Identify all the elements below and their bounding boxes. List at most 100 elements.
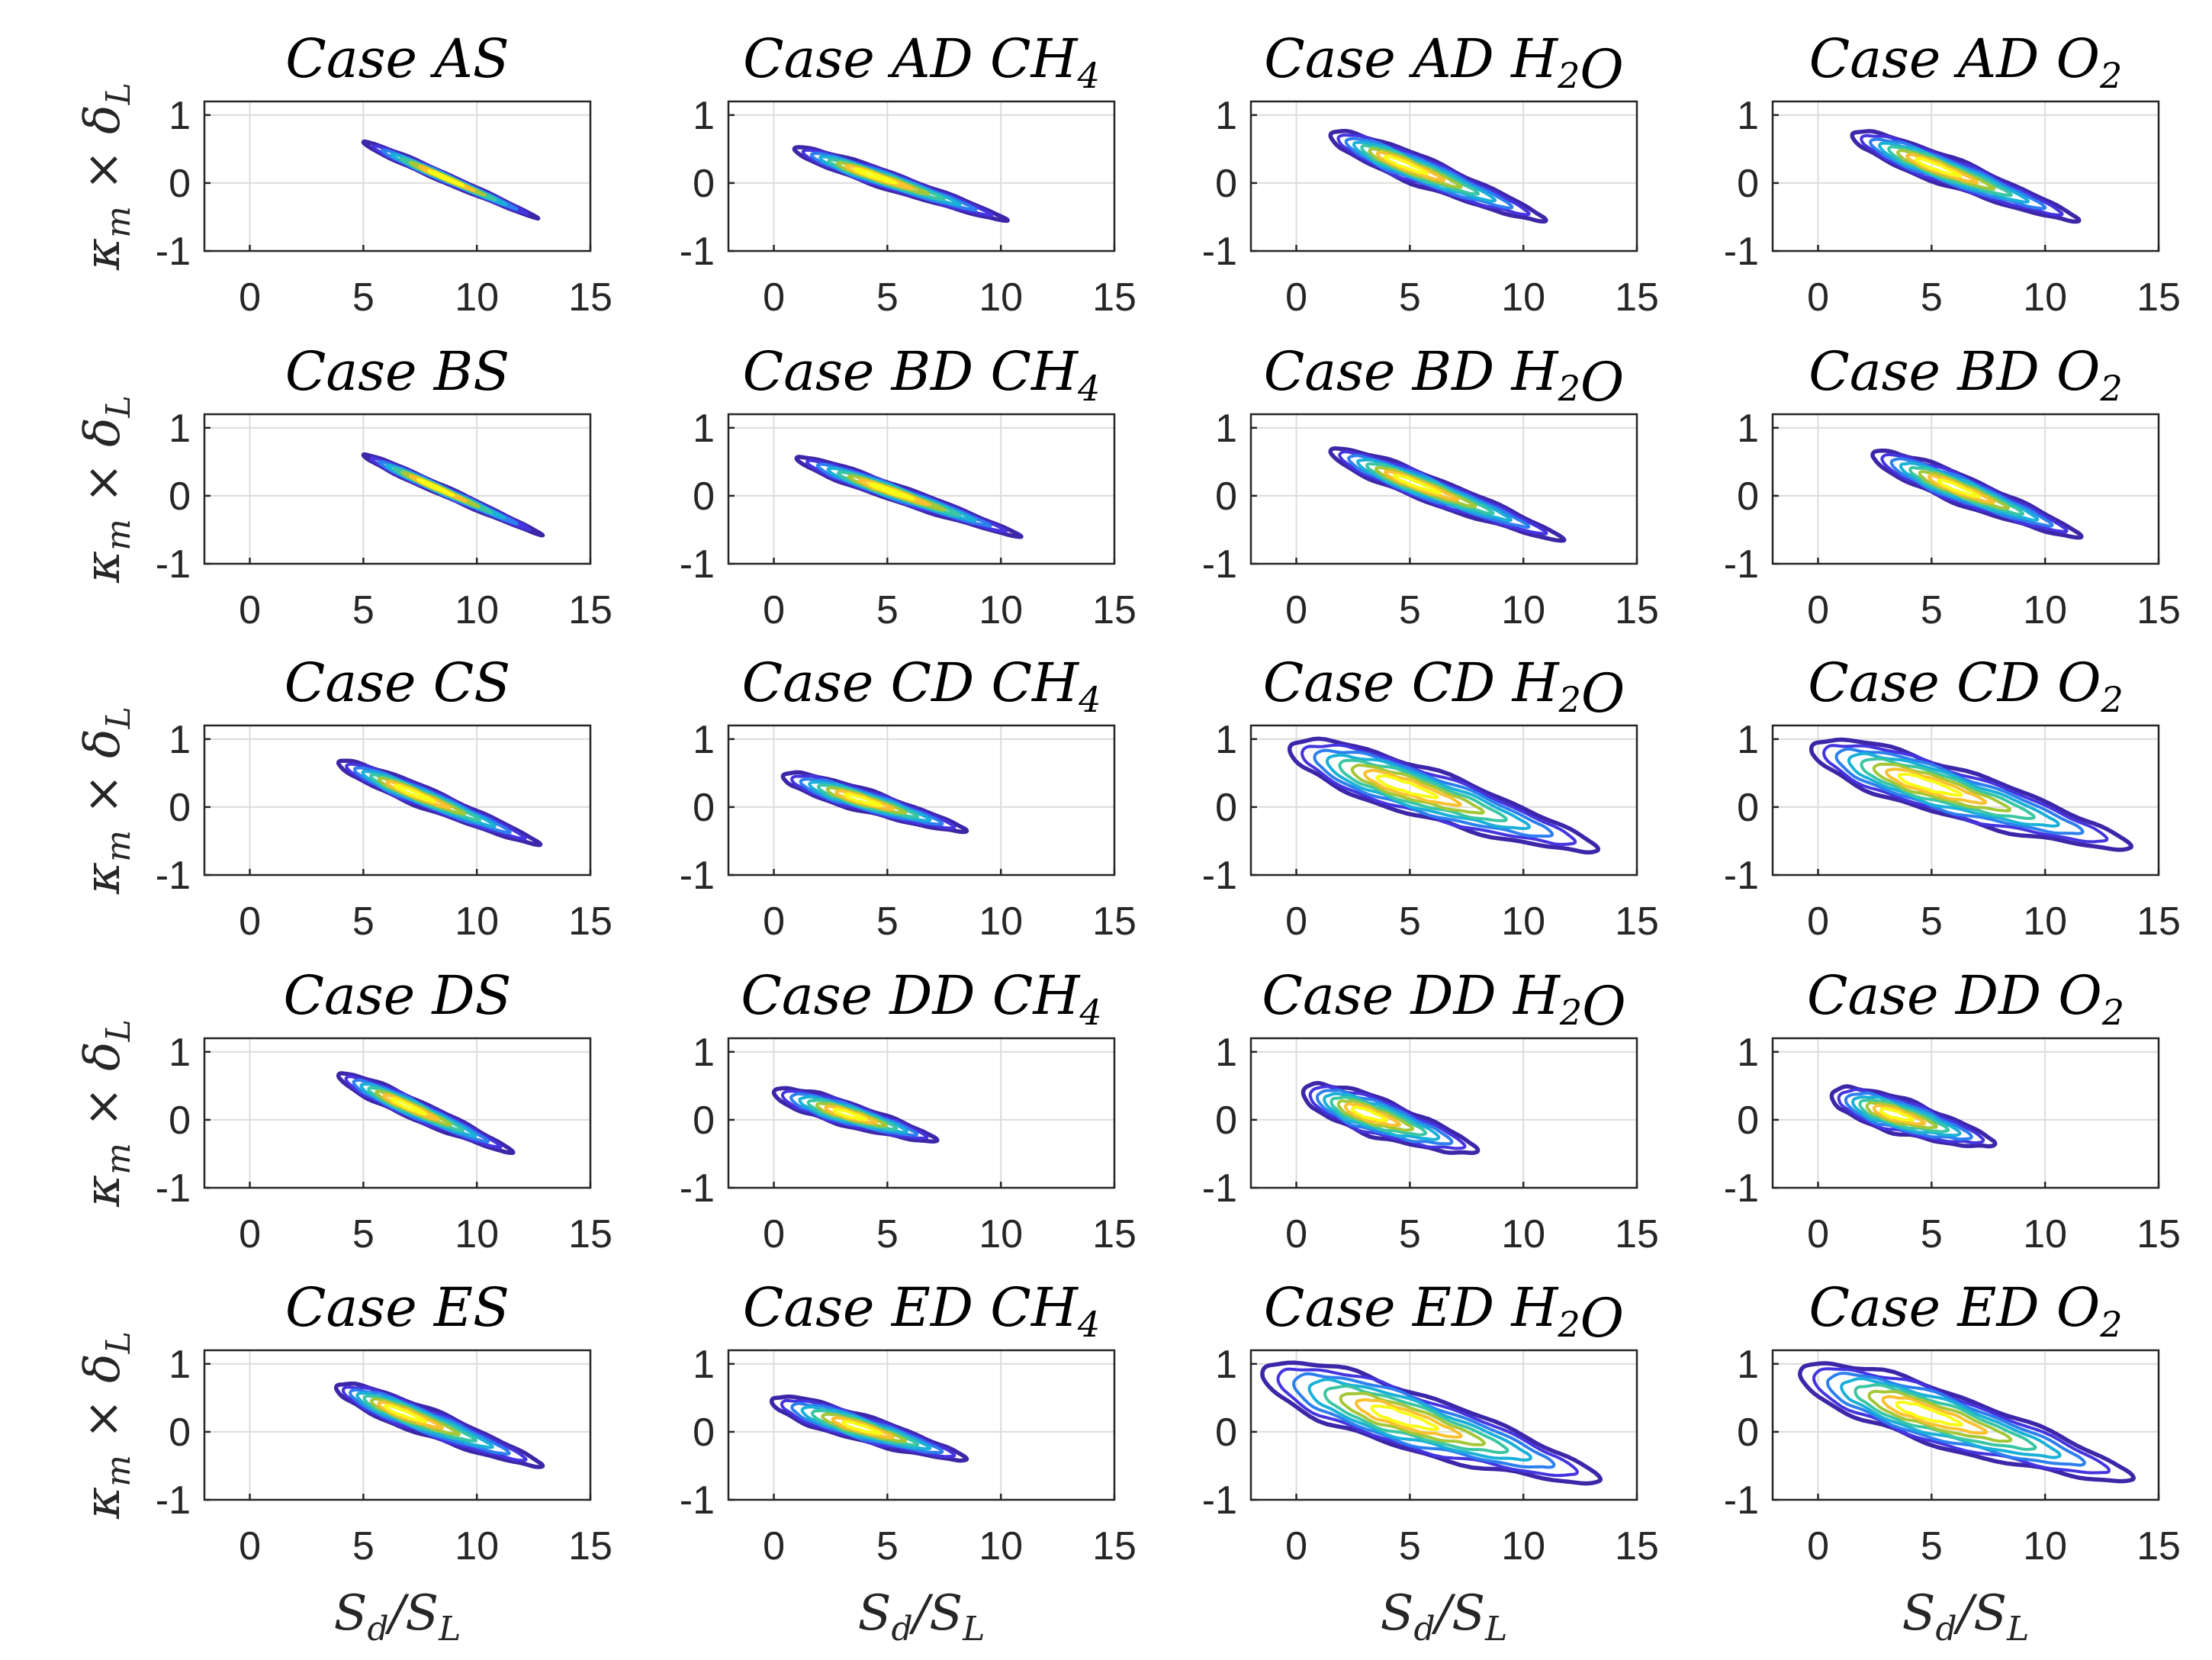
x-tick-label: 5 <box>352 899 375 944</box>
axes-box <box>1771 1037 2160 1189</box>
contour-level-6 <box>1872 762 2012 812</box>
plot-area <box>728 1038 1114 1188</box>
contour-level-2 <box>780 1089 929 1140</box>
plot-area <box>728 101 1114 251</box>
contour-group <box>1260 1360 1603 1486</box>
contour-level-8 <box>1915 157 1963 178</box>
y-tick-label: 1 <box>1215 1031 1237 1075</box>
contour-level-2 <box>1880 453 2069 534</box>
x-tick-label: 15 <box>1615 1524 1659 1568</box>
contour-level-1 <box>1829 1084 1998 1149</box>
contour-level-8 <box>390 1096 427 1116</box>
y-tick-label: -1 <box>1202 854 1237 898</box>
contour-level-2 <box>1301 743 1577 846</box>
x-tick-label: 15 <box>1615 899 1659 944</box>
x-tick-label: 10 <box>979 1212 1023 1256</box>
contour-level-7 <box>1927 474 1995 504</box>
x-tick-label: 15 <box>1092 275 1137 320</box>
axes-box <box>203 100 592 253</box>
contour-level-7 <box>1363 768 1462 807</box>
x-tick-label: 0 <box>763 1212 785 1256</box>
panel-title: Case AD CH4 <box>743 27 1100 96</box>
x-tick-label: 0 <box>763 588 785 632</box>
contour-level-5 <box>1329 1095 1428 1137</box>
x-tick-label: 5 <box>876 1524 899 1568</box>
y-tick-label: -1 <box>156 230 191 274</box>
contour-level-5 <box>1858 1098 1950 1134</box>
contour-level-3 <box>1344 137 1514 210</box>
contour-level-5 <box>1860 757 2036 820</box>
contour-group <box>1850 129 2082 224</box>
y-tick-label: 0 <box>169 475 191 519</box>
contour-level-6 <box>1896 149 1996 191</box>
x-tick-label: 0 <box>1807 275 1829 320</box>
contour-level-8 <box>841 1420 883 1436</box>
x-tick-label: 0 <box>763 1524 785 1568</box>
y-tick-label: 0 <box>1737 475 1759 519</box>
axes-box <box>203 413 592 565</box>
x-tick-label: 5 <box>1399 1212 1421 1256</box>
x-tick-label: 0 <box>1285 275 1307 320</box>
contour-group <box>1328 128 1548 224</box>
axes-box <box>1771 413 2160 565</box>
contour-level-7 <box>1375 150 1446 182</box>
x-tick-label: 5 <box>1399 275 1421 320</box>
contour-level-3 <box>1889 457 2054 528</box>
panel-title: Case CD O2 <box>1808 651 2124 720</box>
contour-level-6 <box>1374 465 1477 509</box>
y-tick-label: 1 <box>169 1031 191 1075</box>
plot-area <box>204 101 590 251</box>
contour-level-7 <box>377 1401 445 1430</box>
contour-level-2 <box>1336 134 1531 217</box>
plot-area <box>728 725 1114 875</box>
y-tick-label: 0 <box>1215 162 1237 206</box>
contour-level-7 <box>1343 1102 1401 1128</box>
y-tick-label: 1 <box>169 94 191 138</box>
y-tick-label: -1 <box>1724 854 1759 898</box>
plot-area <box>728 414 1114 564</box>
contour-level-7 <box>1885 767 1988 805</box>
contour-level-5 <box>1908 466 2025 516</box>
contour-level-3 <box>1869 137 2047 211</box>
contour-level-8 <box>1351 1105 1388 1123</box>
x-tick-label: 0 <box>239 588 261 632</box>
x-tick-label: 0 <box>239 899 261 944</box>
x-tick-label: 15 <box>2136 588 2181 632</box>
x-tick-label: 5 <box>352 1524 375 1568</box>
plot-area <box>204 414 590 564</box>
contour-group <box>1829 1084 1998 1149</box>
panel-title: Case CD H2O <box>1263 651 1625 725</box>
y-tick-label: 1 <box>1215 94 1237 138</box>
contour-level-4 <box>1899 462 2040 522</box>
contour-group <box>1287 736 1601 855</box>
contour-level-2 <box>1860 134 2064 217</box>
contour-level-8 <box>427 169 465 188</box>
y-axis-label: κm × δL <box>75 395 138 584</box>
x-tick-label: 15 <box>1092 899 1137 944</box>
panel-title: Case AD O2 <box>1809 27 2123 96</box>
x-tick-label: 5 <box>1399 588 1421 632</box>
contour-level-5 <box>1854 1383 2037 1451</box>
contour-level-6 <box>1918 470 2010 510</box>
y-tick-label: 1 <box>1737 718 1759 762</box>
contour-level-6 <box>1339 1391 1487 1446</box>
y-tick-label: 0 <box>1737 162 1759 206</box>
x-axis-label: Sd/SL <box>858 1585 985 1649</box>
contour-level-8 <box>868 481 915 501</box>
contour-level-3 <box>1292 1372 1556 1469</box>
plot-area <box>1773 1350 2159 1500</box>
contour-level-2 <box>780 1398 956 1459</box>
y-tick-label: -1 <box>156 854 191 898</box>
contour-level-2 <box>1822 744 2109 844</box>
y-tick-label: -1 <box>1724 1166 1759 1211</box>
contour-level-2 <box>1308 1085 1467 1150</box>
x-tick-label: 0 <box>1807 899 1829 944</box>
